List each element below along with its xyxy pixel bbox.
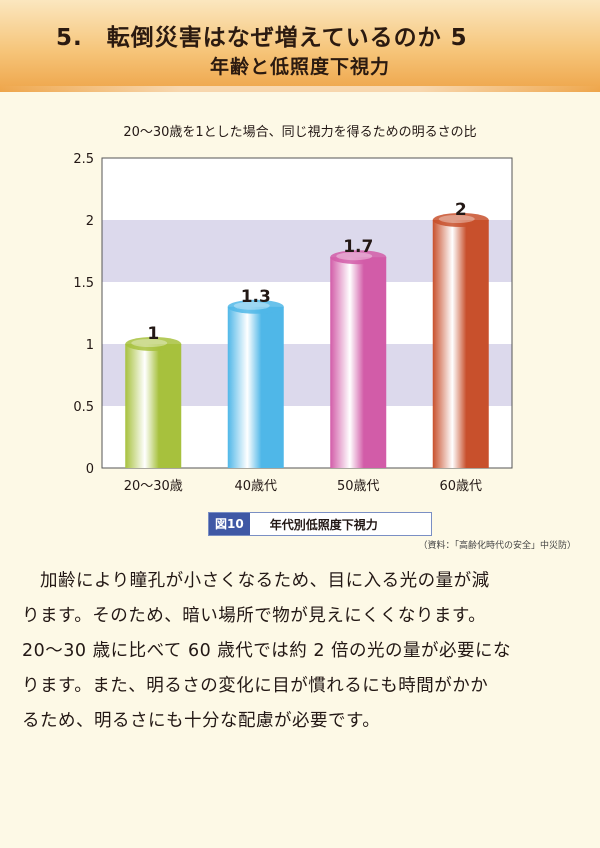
y-tick-label: 1.5 [73,276,94,291]
header-banner [0,0,600,92]
x-tick-label: 40歳代 [234,479,277,494]
bar [432,213,489,468]
bar [330,250,387,468]
figure-number: 図10 [209,513,250,535]
y-tick-label: 0.5 [73,400,94,415]
x-tick-label: 50歳代 [337,479,380,494]
y-tick-label: 1 [86,338,94,353]
bar [227,299,284,468]
body-paragraph: 加齢により瞳孔が小さくなるため、目に入る光の量が減 ります。そのため、暗い場所で… [22,564,582,739]
bar-value-label: 1.3 [241,287,271,307]
plot-frame [101,157,513,469]
bar-value-label: 1.7 [343,237,373,257]
body-line: 加齢により瞳孔が小さくなるため、目に入る光の量が減 [22,571,490,591]
bar [125,337,182,468]
y-tick-label: 0 [86,462,94,477]
page-title: 5. 転倒災害はなぜ増えているのか 5 [56,25,468,51]
x-tick-label: 60歳代 [439,479,482,494]
chart-title: 20〜30歳を1とした場合、同じ視力を得るための明るさの比 [123,125,477,140]
figure-caption: 図10 年代別低照度下視力 [208,512,432,536]
bar-value-label: 2 [455,200,467,220]
source-note: （資料：「高齢化時代の安全」中災防） [418,541,576,551]
figure-title: 年代別低照度下視力 [269,517,378,532]
page-subtitle: 年齢と低照度下視力 [209,56,390,78]
body-line: るため、明るさにも十分な配慮が必要です。 [22,711,381,731]
body-line: ります。そのため、暗い場所で物が見えにくくなります。 [22,606,487,626]
bar-chart: 0 0.5 1 1.5 2 2.5 1 1.3 1.7 2 20〜30歳 40歳代 50歳代 60歳代 [73,152,513,494]
y-tick-label: 2.5 [73,152,94,167]
header-divider [0,86,600,92]
body-line: ります。また、明るさの変化に目が慣れるにも時間がかか [22,676,489,696]
y-tick-label: 2 [86,214,94,229]
bar-value-label: 1 [147,324,159,344]
body-line: 20〜30 歳に比べて 60 歳代では約 2 倍の光の量が必要にな [22,641,512,661]
x-tick-label: 20〜30歳 [124,479,183,494]
